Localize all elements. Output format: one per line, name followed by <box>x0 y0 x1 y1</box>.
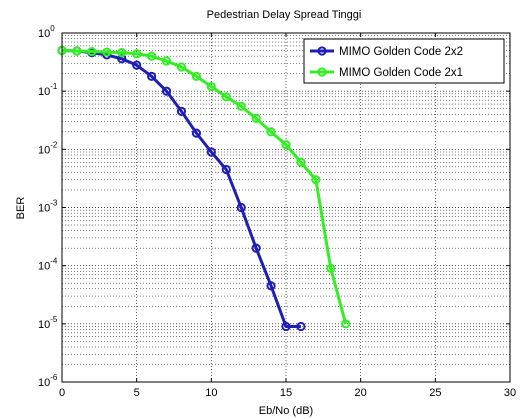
x-tick-label: 10 <box>205 387 217 399</box>
series-1-point <box>117 54 127 64</box>
series-1-point <box>176 106 187 116</box>
x-tick-label: 5 <box>134 387 140 399</box>
series-layer <box>57 45 351 332</box>
series-2-point <box>191 71 201 81</box>
legend: MIMO Golden Code 2x2 MIMO Golden Code 2x… <box>303 38 505 84</box>
legend-label-2x1: MIMO Golden Code 2x1 <box>339 67 463 79</box>
y-tick-label: 10-3 <box>38 199 58 215</box>
series-2-point <box>132 49 142 59</box>
series-1-point <box>296 321 306 332</box>
series-1-point <box>251 243 261 253</box>
grid <box>62 33 510 382</box>
x-tick-label: 0 <box>59 387 65 399</box>
x-axis-label: Eb/No (dB) <box>259 405 313 417</box>
series-2-point <box>296 157 306 167</box>
series-2-point <box>281 140 291 150</box>
series-1-point <box>236 202 246 213</box>
series-2-point <box>236 101 246 111</box>
series-2-point <box>176 62 187 72</box>
series-2-point <box>161 56 172 66</box>
series-2-point <box>341 319 351 329</box>
series-2-point <box>221 92 231 102</box>
series-2-point <box>147 51 157 61</box>
plot-frame <box>61 32 511 383</box>
x-tick-label: 25 <box>429 387 441 399</box>
series-1-point <box>147 71 157 81</box>
x-tick-label: 20 <box>355 387 367 399</box>
series-1-point <box>191 128 201 138</box>
series-1-point <box>281 321 291 332</box>
chart-title: Pedestrian Delay Spread Tinggi <box>207 9 362 21</box>
series-2-point <box>87 46 97 57</box>
series-2-point <box>102 47 112 57</box>
x-tick-label: 30 <box>504 387 516 399</box>
series-2-point <box>117 48 127 58</box>
y-tick-label: 100 <box>38 24 55 40</box>
series-2-point <box>266 127 276 137</box>
series-2-point <box>326 263 336 273</box>
series-2-point <box>72 46 82 56</box>
series-1-line <box>61 49 301 328</box>
series-1-point <box>206 147 216 157</box>
legend-box <box>303 38 505 84</box>
series-2-point <box>206 81 216 92</box>
y-tick-label: 10-2 <box>38 140 58 156</box>
x-tick-label: 15 <box>280 387 292 399</box>
series-1-point <box>132 60 142 70</box>
y-tick-label: 10-5 <box>38 315 58 331</box>
legend-marker-2x2 <box>317 46 327 56</box>
y-tick-label: 10-4 <box>38 257 58 273</box>
legend-marker-2x1 <box>317 67 327 77</box>
series-1-point <box>161 86 172 96</box>
series-1-point <box>266 281 276 291</box>
series-2-point <box>311 175 321 185</box>
series-2-point <box>251 113 261 124</box>
series-1-point <box>221 164 231 175</box>
y-tick-label: 10-6 <box>38 373 58 389</box>
legend-label-2x2: MIMO Golden Code 2x2 <box>339 46 463 58</box>
y-axis-label: BER <box>15 197 27 220</box>
y-tick-label: 10-1 <box>38 82 58 98</box>
